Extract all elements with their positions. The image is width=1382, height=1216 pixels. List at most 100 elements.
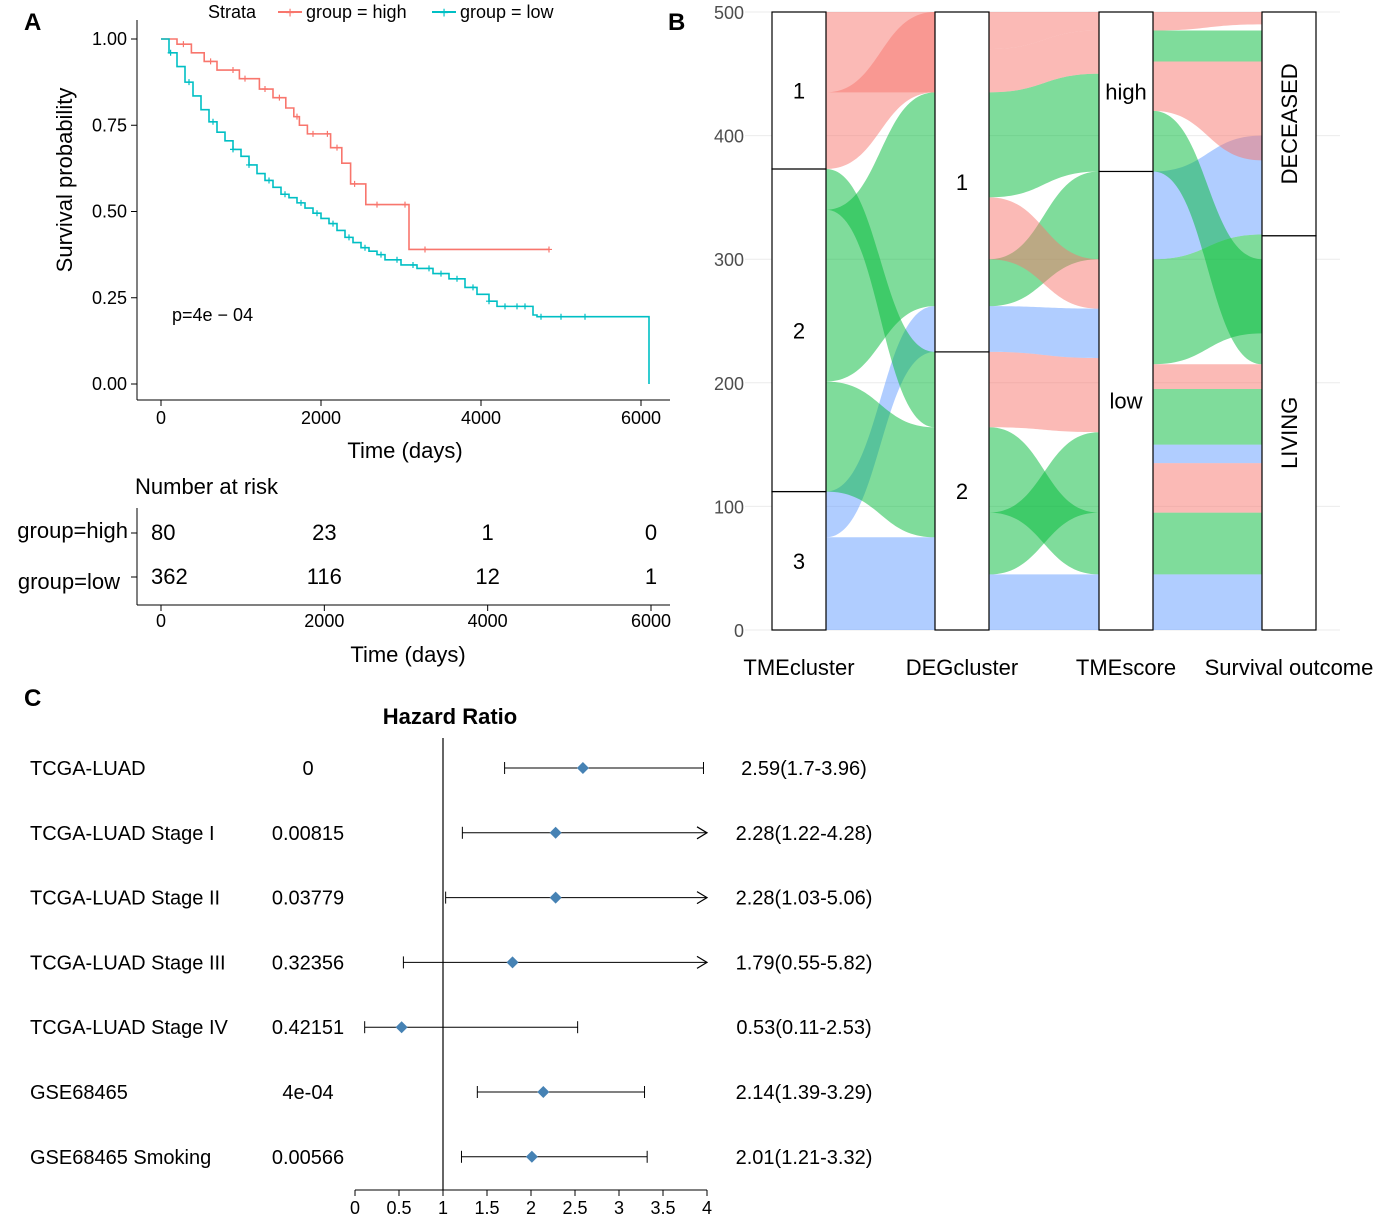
km-x-tick-label: 6000 <box>621 408 661 428</box>
panel-letter-a: A <box>24 9 41 36</box>
forest-x-tick-label: 1 <box>438 1198 448 1216</box>
sankey-stratum-label: LIVING <box>1277 397 1302 469</box>
km-censor-mark <box>522 303 528 310</box>
km-censor-mark <box>362 244 368 251</box>
sankey-stratum-label: 1 <box>793 78 805 103</box>
sankey-axis-label: Survival outcome <box>1205 655 1374 680</box>
km-censor-mark <box>230 67 236 74</box>
sankey-flow <box>1153 30 1262 62</box>
risk-cell: 116 <box>307 564 342 589</box>
km-censor-mark <box>438 270 444 277</box>
sankey-stratum <box>1261 11 1317 237</box>
panel-letter-c: C <box>24 685 41 712</box>
sankey-y-tick-label: 300 <box>714 250 744 270</box>
km-censor-mark <box>298 199 304 206</box>
sankey-stratum-label: high <box>1105 80 1147 105</box>
forest-title: Hazard Ratio <box>383 704 517 729</box>
risk-cell: 80 <box>151 520 175 545</box>
sankey-y-tick-label: 100 <box>714 497 744 517</box>
sankey-flow <box>1153 512 1262 575</box>
forest-row-label: GSE68465 <box>30 1082 128 1104</box>
km-censor-mark <box>330 220 336 227</box>
km-curve-high <box>161 38 549 251</box>
forest-point <box>537 1086 550 1098</box>
km-x-label: Time (days) <box>347 438 462 463</box>
km-censor-mark <box>242 75 248 82</box>
sankey-stratum-label: 2 <box>793 318 805 343</box>
sankey-flow <box>1153 110 1262 365</box>
forest-x-tick-label: 2 <box>526 1198 536 1216</box>
risk-x-tick-label: 4000 <box>468 611 508 631</box>
sankey-stratum <box>771 168 827 493</box>
km-censor-mark <box>180 41 187 48</box>
risk-cell: 0 <box>645 520 657 545</box>
km-y-label: Survival probability <box>52 88 77 273</box>
sankey-stratum <box>934 11 990 353</box>
km-censor-mark <box>314 210 320 217</box>
risk-x-tick-label: 2000 <box>304 611 344 631</box>
km-censor-mark <box>266 177 272 184</box>
forest-point <box>576 762 589 774</box>
forest-row-label: GSE68465 Smoking <box>30 1147 211 1169</box>
km-censor-mark <box>470 284 476 291</box>
sankey-axis-label: TMEcluster <box>743 655 854 680</box>
forest-row-label: TCGA-LUAD Stage III <box>30 952 226 974</box>
km-censor-mark <box>546 246 552 253</box>
km-x-tick-label: 2000 <box>301 408 341 428</box>
km-censor-mark <box>402 201 408 208</box>
forest-row-hr-text: 2.14(1.39-3.29) <box>736 1082 873 1104</box>
sankey-flow <box>1153 12 1262 31</box>
km-x-tick-label: 0 <box>156 408 166 428</box>
risk-cell: 23 <box>312 520 336 545</box>
km-censor-mark <box>210 118 216 125</box>
sankey-stratum <box>771 11 827 170</box>
km-censor-mark <box>422 246 428 253</box>
sankey-y-tick-label: 0 <box>734 621 744 641</box>
km-y-tick-label: 0.75 <box>92 115 127 135</box>
forest-row-hr-text: 1.79(0.55-5.82) <box>736 952 873 974</box>
forest-row-label: TCGA-LUAD <box>30 758 146 780</box>
sankey-stratum-label: DECEASED <box>1277 63 1302 184</box>
sankey-axis-label: DEGcluster <box>906 655 1018 680</box>
sankey-stratum <box>1098 11 1154 173</box>
km-censor-mark <box>324 130 331 137</box>
forest-ci-arrow <box>696 826 709 840</box>
forest-ci-arrow <box>696 955 709 969</box>
km-censor-mark <box>167 49 174 56</box>
risk-x-tick-label: 6000 <box>631 611 671 631</box>
sankey-flow <box>989 351 1099 433</box>
forest-row-pvalue: 0 <box>302 758 313 780</box>
sankey-stratum-label: 1 <box>956 170 968 195</box>
km-censor-mark <box>310 130 316 137</box>
risk-cell: 12 <box>475 564 499 589</box>
km-legend-high-label: group = high <box>306 2 407 22</box>
forest-plot: Hazard Ratio TCGA-LUAD 0 2.59(1.7-3.96) TCG… <box>30 704 872 1216</box>
km-pvalue: p=4e − 04 <box>172 305 253 325</box>
sankey-flow <box>826 381 935 538</box>
risk-label-high: group=high <box>17 518 128 543</box>
sankey-flow <box>1153 388 1262 445</box>
forest-row-pvalue: 4e-04 <box>282 1082 333 1104</box>
sankey-stratum <box>771 490 827 631</box>
sankey-axis-label: TMEscore <box>1076 655 1176 680</box>
forest-point <box>525 1150 538 1163</box>
forest-row-hr-text: 0.53(0.11-2.53) <box>736 1017 871 1039</box>
km-censor-mark <box>538 313 544 320</box>
sankey-flow <box>989 427 1099 575</box>
km-censor-mark <box>558 313 564 320</box>
forest-row-label: TCGA-LUAD Stage I <box>30 823 215 845</box>
panel-letter-b: B <box>668 9 685 36</box>
sankey-y-tick-label: 400 <box>714 127 744 147</box>
sankey-flow <box>1153 463 1262 513</box>
risk-cell: 1 <box>482 520 494 545</box>
risk-title: Number at risk <box>135 474 279 499</box>
sankey-y-tick-label: 500 <box>714 3 744 23</box>
km-censor-mark <box>282 191 288 198</box>
km-censor-mark <box>230 146 236 153</box>
forest-x-tick-label: 1.5 <box>474 1198 499 1216</box>
km-censor-mark <box>207 58 214 65</box>
sankey-stratum-label: 3 <box>793 549 805 574</box>
forest-x-tick-label: 3.5 <box>650 1198 675 1216</box>
forest-row-pvalue: 0.42151 <box>272 1017 344 1039</box>
forest-row-pvalue: 0.00566 <box>272 1147 344 1169</box>
